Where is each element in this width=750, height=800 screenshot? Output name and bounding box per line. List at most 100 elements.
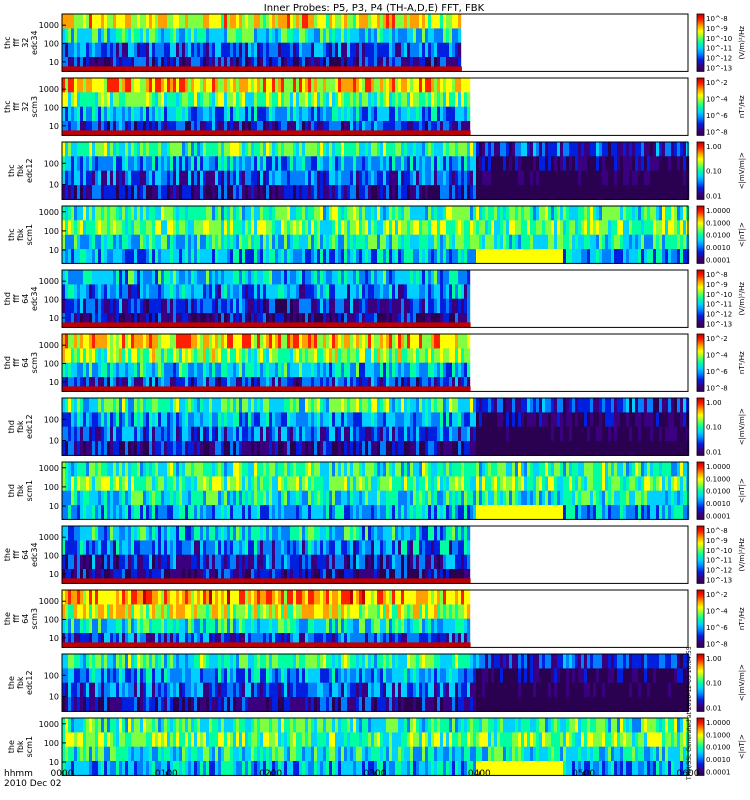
spectrogram-cell: [71, 57, 75, 72]
spectrogram-cell: [371, 42, 375, 58]
spectrogram-cell: [341, 170, 345, 186]
spectrogram-cell: [452, 284, 456, 300]
spectrogram-cell: [440, 234, 444, 250]
spectrogram-cell: [401, 142, 405, 157]
spectrogram-cell: [290, 14, 294, 29]
spectrogram-cell: [683, 206, 687, 221]
spectrogram-cell: [119, 206, 123, 221]
colorbar-tick-label: 10^-6: [706, 368, 728, 376]
spectrogram-cell: [395, 284, 399, 300]
spectrogram-cell: [440, 284, 444, 300]
spectrogram-cell: [494, 441, 498, 456]
spectrogram-cell: [200, 121, 204, 136]
spectrogram-cell: [128, 270, 132, 285]
spectrogram-cell: [383, 78, 387, 93]
spectrogram-cell: [419, 377, 423, 392]
spectrogram-cell: [179, 313, 183, 328]
spectrogram-cell: [332, 249, 336, 264]
spectrogram-cell: [605, 412, 609, 428]
spectrogram-cell: [182, 412, 186, 428]
spectrogram-cell: [485, 398, 489, 413]
spectrogram-cell: [503, 412, 507, 428]
spectrogram-cell: [152, 462, 156, 477]
spectrogram-cell: [383, 362, 387, 378]
spectrogram-cell: [431, 284, 435, 300]
spectrogram-cell: [440, 156, 444, 172]
spectrogram-cell: [389, 220, 393, 236]
spectrogram-cell: [389, 14, 393, 29]
spectrogram-cell: [437, 220, 441, 236]
spectrogram-cell: [80, 92, 84, 108]
spectrogram-cell: [101, 426, 105, 442]
spectrogram-cell: [275, 42, 279, 58]
spectrogram-cell: [437, 121, 441, 136]
spectrogram-cell: [194, 42, 198, 58]
spectrogram-cell: [347, 284, 351, 300]
spectrogram-cell: [284, 170, 288, 186]
spectrogram-cell: [359, 156, 363, 172]
spectrogram-cell: [575, 398, 579, 413]
spectrogram-cell: [188, 42, 192, 58]
spectrogram-cell: [275, 28, 279, 44]
spectrogram-cell: [89, 220, 93, 236]
spectrogram-cell: [353, 92, 357, 108]
spectrogram-cell: [617, 249, 621, 264]
spectrogram-cell: [107, 220, 111, 236]
spectrogram-cell: [446, 92, 450, 108]
spectrogram-cell: [242, 298, 246, 314]
spectrogram-cell: [182, 362, 186, 378]
spectrogram-cell: [209, 298, 213, 314]
spectrogram-cell: [662, 170, 666, 186]
spectrogram-cell: [308, 412, 312, 428]
spectrogram-cell: [266, 313, 270, 328]
spectrogram-cell: [395, 348, 399, 364]
spectrogram-cell: [155, 206, 159, 221]
spectrogram-cell: [86, 106, 90, 122]
spectrogram-cell: [152, 490, 156, 506]
spectrogram-cell: [374, 14, 378, 29]
spectrogram-cell: [446, 270, 450, 285]
spectrogram-cell: [197, 377, 201, 392]
spectrogram-cell: [482, 206, 486, 221]
spectrogram-cell: [524, 170, 528, 186]
spectrogram-cell: [443, 270, 447, 285]
spectrogram-cell: [182, 234, 186, 250]
spectrogram-cell: [116, 348, 120, 364]
spectrogram-cell: [263, 348, 267, 364]
spectrogram-cell: [614, 170, 618, 186]
spectrogram-cell: [347, 106, 351, 122]
spectrogram-cell: [149, 142, 153, 157]
spectrogram-cell: [437, 42, 441, 58]
spectrogram-cell: [164, 28, 168, 44]
spectrogram-cell: [236, 156, 240, 172]
spectrogram-cell: [137, 42, 141, 58]
colorbar-tick-label: 0.0010: [706, 244, 731, 252]
spectrogram-cell: [461, 249, 465, 264]
spectrogram-cell: [560, 220, 564, 236]
spectrogram-cell: [605, 206, 609, 221]
spectrogram-cell: [125, 28, 129, 44]
spectrogram-cell: [314, 334, 318, 349]
spectrogram-cell: [383, 234, 387, 250]
spectrogram-cell: [458, 284, 462, 300]
spectrogram-cell: [89, 284, 93, 300]
spectrogram-cell: [440, 220, 444, 236]
spectrogram-cell: [116, 505, 120, 520]
spectrogram-cell: [299, 313, 303, 328]
spectrogram-cell: [95, 106, 99, 122]
spectrogram-cell: [239, 270, 243, 285]
spectrogram-cell: [194, 362, 198, 378]
spectrogram-cell: [290, 28, 294, 44]
spectrogram-cell: [308, 313, 312, 328]
spectrogram-cell: [110, 28, 114, 44]
spectrogram-cell: [518, 398, 522, 413]
spectrogram-cell: [518, 249, 522, 264]
spectrogram-cell: [149, 377, 153, 392]
spectrogram-cell: [98, 234, 102, 250]
spectrogram-cell: [125, 377, 129, 392]
spectrogram-cell: [179, 348, 183, 364]
spectrogram-cell: [95, 505, 99, 520]
spectrogram-cell: [608, 170, 612, 186]
spectrogram-cell: [314, 249, 318, 264]
spectrogram-cell: [422, 170, 426, 186]
